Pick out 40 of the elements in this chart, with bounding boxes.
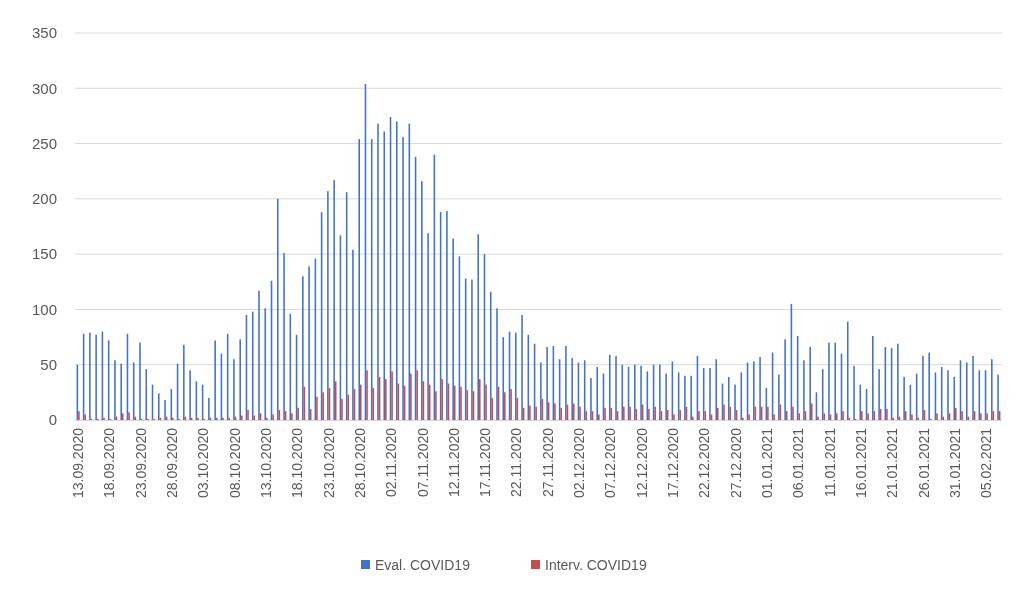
y-tick-label: 50	[40, 355, 57, 373]
x-tick-label: 02.11.2020	[383, 427, 400, 498]
y-tick-label: 0	[48, 411, 57, 429]
y-tick-label: 350	[31, 24, 57, 42]
x-tick-label: 23.09.2020	[132, 427, 149, 499]
x-tick-label: 23.10.2020	[320, 427, 337, 499]
x-tick-label: 12.12.2020	[633, 427, 650, 499]
x-tick-label: 02.12.2020	[571, 427, 588, 499]
y-tick-label: 100	[31, 300, 57, 318]
legend-label: Eval. COVID19	[375, 556, 471, 573]
x-tick-label: 07.11.2020	[414, 427, 431, 498]
x-tick-label: 13.09.2020	[70, 427, 87, 499]
y-tick-label: 150	[31, 245, 57, 263]
x-tick-label: 17.11.2020	[477, 427, 494, 498]
x-tick-label: 06.01.2021	[790, 427, 807, 499]
x-tick-label: 28.09.2020	[163, 427, 180, 499]
x-tick-label: 01.01.2021	[759, 427, 776, 499]
x-tick-label: 26.01.2021	[915, 427, 932, 499]
x-tick-label: 27.12.2020	[727, 427, 744, 499]
x-tick-label: 07.12.2020	[602, 427, 619, 499]
y-tick-label: 200	[31, 190, 57, 208]
legend-label: Interv. COVID19	[545, 556, 647, 573]
x-tick-label: 27.11.2020	[539, 427, 556, 498]
x-tick-label: 16.01.2021	[852, 427, 869, 499]
x-tick-label: 18.10.2020	[289, 427, 306, 499]
x-tick-label: 12.11.2020	[445, 427, 462, 498]
x-tick-label: 08.10.2020	[226, 427, 243, 499]
x-tick-label: 13.10.2020	[257, 427, 274, 499]
x-tick-label: 17.12.2020	[665, 427, 682, 499]
y-tick-label: 250	[31, 134, 57, 152]
x-tick-label: 31.01.2021	[946, 427, 963, 499]
x-tick-label: 11.01.2021	[821, 427, 838, 498]
x-tick-label: 05.02.2021	[978, 427, 995, 499]
x-tick-label: 21.01.2021	[884, 427, 901, 499]
x-tick-label: 28.10.2020	[351, 427, 368, 499]
x-tick-label: 03.10.2020	[195, 427, 212, 499]
x-tick-label: 18.09.2020	[101, 427, 118, 499]
x-tick-label: 22.12.2020	[696, 427, 713, 499]
x-tick-label: 22.11.2020	[508, 427, 525, 498]
y-tick-label: 300	[31, 79, 57, 97]
